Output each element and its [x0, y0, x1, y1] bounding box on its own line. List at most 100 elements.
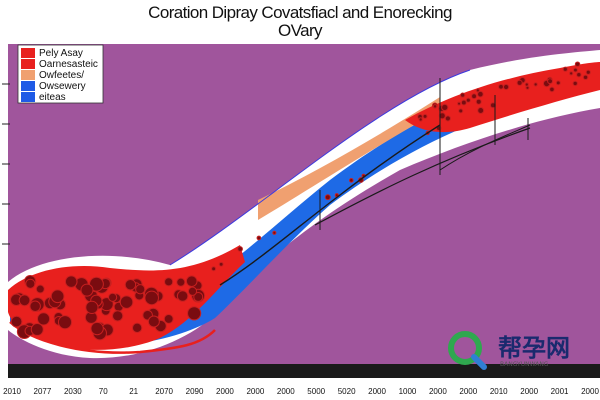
scatter-dot — [444, 115, 451, 122]
scatter-dot — [256, 235, 262, 241]
watermark-text: 帮孕网 — [498, 334, 570, 362]
legend-swatch — [21, 48, 35, 58]
legend-swatch — [21, 59, 35, 69]
scatter-dot — [187, 286, 198, 296]
legend-swatch — [21, 81, 35, 91]
scatter-dot — [163, 313, 174, 324]
x-tick-label: 2030 — [64, 387, 82, 396]
scatter-dot — [477, 107, 485, 114]
x-tick-label: 70 — [99, 387, 108, 396]
watermark-sub: BANGYUNWANG — [500, 361, 549, 368]
y-axis-ticks — [2, 83, 10, 245]
band-orange — [258, 97, 440, 220]
scatter-dot — [432, 104, 438, 109]
scatter-dot — [438, 112, 446, 120]
scatter-dot — [573, 67, 578, 73]
scatter-dot — [131, 322, 143, 334]
scatter-dot — [30, 322, 44, 336]
scatter-dot — [57, 315, 73, 330]
chart-subtitle: OVary — [278, 21, 323, 40]
scatter-dot — [475, 88, 480, 93]
scatter-dot — [144, 290, 159, 306]
band-edge-line — [169, 69, 471, 266]
scatter-dot — [108, 292, 118, 302]
scatter-dot — [147, 315, 160, 328]
scatter-dot — [441, 103, 449, 112]
watermark: 帮孕网 BANGYUNWANG — [448, 331, 570, 370]
scatter-dot — [471, 93, 477, 100]
scatter-dot — [89, 276, 104, 292]
x-tick-label: 2001 — [551, 387, 569, 396]
legend: Pely AsayOarnesasteicOwfeetes/Owseweryei… — [17, 44, 104, 104]
scatter-dot — [460, 99, 467, 106]
scatter-dot — [574, 61, 581, 67]
x-tick-label: 5000 — [307, 387, 325, 396]
scatter-dot — [457, 101, 462, 106]
scatter-dot — [25, 278, 36, 289]
error-bars — [319, 78, 529, 230]
x-tick-label: 2090 — [186, 387, 204, 396]
scatter-dot — [576, 71, 582, 78]
band-red-lower-outline — [9, 321, 216, 354]
x-tick-label: 1000 — [399, 387, 417, 396]
magnifier-logo-icon — [448, 331, 482, 365]
scatter-dot — [516, 79, 523, 86]
x-tick-label: 2000 — [581, 387, 599, 396]
scatter-dot — [211, 266, 217, 272]
scatter-dot — [324, 194, 331, 201]
trend-line-a — [219, 124, 441, 286]
x-tick-labels: 2010 2077 2030 70 21 2070 2090 2000 2000 2000 5000… — [3, 387, 599, 396]
x-axis-strip — [8, 364, 600, 378]
scatter-dot — [29, 300, 41, 313]
scatter-dot — [36, 312, 51, 326]
x-tick-label: 2000 — [520, 387, 538, 396]
scatter-dot — [502, 83, 510, 91]
legend-swatch — [21, 70, 35, 80]
legend-label: eiteas — [39, 92, 66, 103]
scatter-dot — [460, 92, 466, 98]
scatter-dot — [349, 178, 354, 183]
legend-label: Pely Asay — [39, 48, 83, 59]
scatter-dot — [562, 66, 568, 72]
x-tick-label: 2000 — [246, 387, 264, 396]
scatter-dot — [489, 102, 497, 109]
scatter-dot — [35, 284, 45, 294]
x-tick-label: 2010 — [3, 387, 21, 396]
x-tick-label: 5020 — [338, 387, 356, 396]
x-tick-label: 2000 — [277, 387, 295, 396]
scatter-dot — [533, 82, 538, 87]
legend-label: Owsewery — [39, 81, 86, 92]
legend-label: Owfeetes/ — [39, 70, 84, 81]
x-tick-label: 2000 — [216, 387, 234, 396]
scatter-dot — [458, 108, 464, 114]
scatter-dot — [176, 290, 189, 302]
scatter-dot — [422, 113, 428, 119]
scatter-dot — [124, 279, 137, 291]
scatter-dot — [524, 82, 529, 87]
scatter-dot — [475, 98, 482, 105]
scatter-dot — [176, 277, 186, 287]
scatter-dot — [218, 261, 224, 267]
legend-label: Oarnesasteic — [39, 59, 98, 70]
scatter-dot — [119, 295, 134, 309]
scatter-dot — [555, 80, 561, 86]
scatter-dot — [418, 117, 423, 122]
scatter-dot — [18, 294, 31, 307]
chart-title: Coration Dipray Covatsfiacl and Enorecki… — [148, 3, 452, 22]
scatter-dot — [164, 277, 174, 287]
x-tick-label: 2000 — [429, 387, 447, 396]
scatter-dot — [525, 85, 530, 90]
scatter-dot — [569, 71, 574, 76]
scatter-dot — [135, 284, 146, 295]
scatter-dot — [64, 275, 78, 288]
x-tick-label: 2010 — [490, 387, 508, 396]
scatter-dot — [582, 74, 589, 81]
scatter-dot — [572, 80, 578, 87]
scatter-dot — [237, 246, 243, 252]
x-tick-label: 2000 — [368, 387, 386, 396]
scatter-dot — [85, 300, 99, 314]
scatter-dot — [272, 230, 277, 235]
x-tick-label: 2070 — [155, 387, 173, 396]
scatter-dot — [187, 306, 202, 321]
scatter-dot — [498, 83, 504, 90]
